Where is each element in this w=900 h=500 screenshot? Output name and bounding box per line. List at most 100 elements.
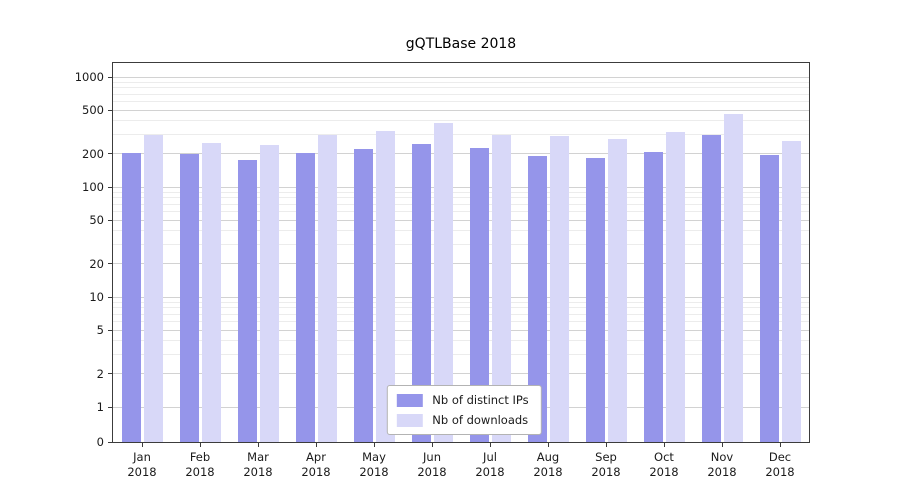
bar-distinct-ips-oct [643,152,663,442]
x-tick-label: Jan 2018 [127,450,157,479]
bar-distinct-ips-jan [121,152,141,442]
y-gridline-minor [113,313,809,315]
bar-downloads-aug [549,136,569,442]
bar-distinct-ips-apr [295,152,315,442]
y-gridline-major [113,186,809,188]
x-tick-mark [605,443,607,447]
bar-downloads-jan [143,135,163,442]
y-gridline-minor [113,120,809,122]
y-tick-label: 1 [96,400,104,414]
y-tick-mark [108,406,112,408]
y-tick-mark [108,153,112,155]
y-tick-label: 20 [89,256,104,271]
x-tick-mark [489,443,491,447]
y-gridline-minor [113,134,809,136]
gridlines [113,63,809,442]
y-gridline-minor [113,93,809,95]
x-tick-mark [257,443,259,447]
x-tick-mark [373,443,375,447]
y-tick-mark [108,109,112,111]
y-gridline-minor [113,210,809,212]
bar-distinct-ips-may [353,148,373,442]
y-tick-mark [108,441,112,443]
bar-downloads-jun [433,122,453,442]
x-tick-mark [431,443,433,447]
x-tick-mark [315,443,317,447]
bar-downloads-feb [201,142,221,442]
x-tick-label: Apr 2018 [301,450,331,479]
y-tick-mark [108,186,112,188]
x-tick-label: Mar 2018 [243,450,273,479]
bar-distinct-ips-jul [469,147,489,442]
y-gridline-minor [113,340,809,342]
y-gridline-major [113,76,809,78]
y-tick-mark [108,76,112,78]
x-tick-label: May 2018 [359,450,389,479]
x-tick-mark [199,443,201,447]
y-gridline-major [113,296,809,298]
y-gridline-minor [113,307,809,309]
bar-downloads-mar [259,145,279,442]
y-tick-mark [108,373,112,375]
y-gridline-minor [113,100,809,102]
bar-downloads-nov [723,113,743,442]
x-tick-mark [141,443,143,447]
legend-item-downloads: Nb of downloads [397,413,528,427]
legend-swatch-distinct-ips [397,393,424,407]
bar-distinct-ips-feb [179,154,199,442]
x-tick-label: Dec 2018 [765,450,795,479]
bars-container [113,63,809,442]
x-tick-mark [663,443,665,447]
y-gridline-major [113,373,809,375]
legend-label-downloads: Nb of downloads [432,413,529,427]
bar-distinct-ips-dec [759,154,779,442]
y-tick-label: 10 [89,290,104,304]
x-tick-mark [779,443,781,447]
bar-distinct-ips-aug [527,155,547,442]
y-gridline-minor [113,191,809,193]
y-gridline-minor [113,87,809,89]
bar-downloads-oct [665,132,685,442]
legend-label-distinct-ips: Nb of distinct IPs [432,393,529,407]
y-gridline-minor [113,301,809,303]
bar-downloads-jul [491,135,511,442]
x-tick-label: Sep 2018 [591,450,621,479]
y-tick-mark [108,296,112,298]
y-tick-label: 5 [96,323,104,338]
bar-downloads-sep [607,138,627,442]
bar-downloads-may [375,131,395,442]
y-gridline-major [113,109,809,111]
y-tick-mark [108,219,112,221]
y-tick-mark [108,329,112,331]
bar-downloads-dec [781,141,801,442]
chart-title: gQTLBase 2018 [405,36,517,52]
y-gridline-major [113,329,809,331]
y-tick-label: 200 [82,146,104,161]
y-gridline-major [113,153,809,155]
y-gridline-minor [113,244,809,246]
y-gridline-minor [113,197,809,199]
x-tick-label: Oct 2018 [649,450,679,479]
y-gridline-minor [113,230,809,232]
bar-distinct-ips-sep [585,157,605,442]
y-tick-label: 1000 [74,70,104,84]
x-tick-label: Jun 2018 [417,450,447,479]
y-gridline-minor [113,81,809,83]
x-tick-mark [721,443,723,447]
bar-distinct-ips-jun [411,144,431,442]
bar-downloads-apr [317,135,337,442]
x-tick-label: Feb 2018 [185,450,215,479]
y-tick-label: 100 [82,180,104,194]
y-tick-label: 2 [96,366,104,381]
y-tick-label: 0 [96,435,104,449]
bar-distinct-ips-nov [701,134,721,442]
y-tick-mark [108,263,112,265]
legend: Nb of distinct IPs Nb of downloads [387,385,542,435]
y-gridline-minor [113,320,809,322]
bar-distinct-ips-mar [237,160,257,442]
y-gridline-minor [113,203,809,205]
x-tick-label: Aug 2018 [533,450,563,479]
x-tick-label: Jul 2018 [475,450,505,479]
legend-swatch-downloads [397,413,424,427]
